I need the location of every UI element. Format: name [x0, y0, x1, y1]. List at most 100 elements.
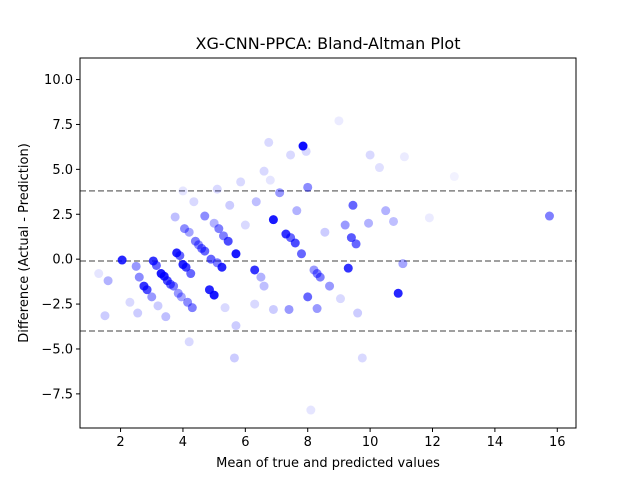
- data-point: [187, 303, 197, 313]
- data-point: [161, 312, 171, 322]
- data-point: [284, 304, 294, 314]
- data-point: [268, 304, 278, 314]
- data-point: [364, 218, 374, 228]
- data-point: [153, 301, 163, 311]
- data-point: [343, 263, 353, 273]
- data-point: [381, 206, 391, 216]
- data-point: [340, 220, 350, 230]
- data-point: [175, 251, 185, 261]
- data-point: [151, 260, 161, 270]
- x-axis-ticks: 2 4 6 8 10 12 14 16: [116, 428, 566, 450]
- data-point: [134, 272, 144, 282]
- data-point: [223, 236, 233, 246]
- data-point: [544, 211, 554, 221]
- data-point: [214, 224, 224, 234]
- data-point: [286, 150, 296, 160]
- data-point: [142, 285, 152, 295]
- data-point: [184, 227, 194, 237]
- data-point: [190, 236, 200, 246]
- data-point: [100, 311, 110, 321]
- data-point: [449, 172, 459, 182]
- x-tick-label: 8: [304, 435, 312, 450]
- data-point: [265, 175, 275, 185]
- data-point: [225, 200, 235, 210]
- data-point: [346, 233, 356, 243]
- y-tick-label: 10.0: [44, 73, 73, 88]
- data-point: [231, 249, 241, 259]
- data-point: [169, 281, 179, 291]
- data-point: [240, 220, 250, 230]
- data-point: [351, 239, 361, 249]
- data-point: [303, 182, 313, 192]
- data-point: [357, 353, 367, 363]
- data-point: [251, 197, 261, 207]
- data-point: [212, 184, 222, 194]
- scatter-points: [94, 116, 554, 415]
- data-point: [133, 308, 143, 318]
- data-point: [374, 163, 384, 173]
- data-point: [176, 292, 186, 302]
- data-point: [220, 303, 230, 313]
- data-point: [290, 238, 300, 248]
- data-point: [393, 288, 403, 298]
- data-point: [298, 141, 308, 151]
- data-point: [94, 269, 104, 279]
- y-tick-label: 7.5: [52, 118, 73, 133]
- data-point: [189, 197, 199, 207]
- data-point: [250, 265, 260, 275]
- y-tick-label: 2.5: [52, 208, 73, 223]
- data-point: [170, 212, 180, 222]
- data-point: [292, 206, 302, 216]
- data-point: [125, 297, 135, 307]
- data-point: [312, 304, 322, 314]
- data-point: [399, 152, 409, 162]
- data-point: [301, 146, 311, 156]
- x-tick-label: 2: [116, 435, 124, 450]
- data-point: [264, 137, 274, 147]
- data-point: [147, 292, 157, 302]
- x-tick-label: 6: [241, 435, 249, 450]
- data-point: [131, 261, 141, 271]
- data-point: [303, 292, 313, 302]
- data-point: [173, 288, 183, 298]
- data-point: [229, 353, 239, 363]
- data-point: [353, 308, 363, 318]
- data-point: [320, 227, 330, 237]
- reference-lines: [80, 190, 576, 332]
- data-point: [250, 299, 260, 309]
- data-point: [325, 281, 335, 291]
- data-point: [186, 269, 196, 279]
- y-axis-ticks: −7.5 −5.0 −2.5 0.0 2.5 5.0 7.5 10.0: [41, 73, 80, 402]
- x-tick-label: 10: [362, 435, 379, 450]
- chart-title: XG-CNN-PPCA: Bland-Altman Plot: [195, 34, 460, 53]
- data-point: [259, 166, 269, 176]
- data-point: [259, 281, 269, 291]
- data-point: [275, 188, 285, 198]
- y-tick-label: 5.0: [52, 163, 73, 178]
- x-tick-label: 16: [549, 435, 566, 450]
- data-point: [268, 215, 278, 225]
- data-point: [256, 272, 266, 282]
- data-point: [334, 116, 344, 126]
- data-point: [178, 186, 188, 196]
- data-point: [365, 150, 375, 160]
- data-point: [184, 337, 194, 347]
- data-point: [424, 213, 434, 223]
- x-tick-label: 12: [424, 435, 441, 450]
- data-point: [181, 262, 191, 272]
- data-point: [306, 405, 316, 415]
- data-point: [117, 255, 127, 265]
- data-point: [217, 262, 227, 272]
- data-point: [180, 224, 189, 234]
- y-tick-label: 0.0: [52, 253, 73, 268]
- x-tick-label: 14: [487, 435, 504, 450]
- data-point: [103, 276, 113, 286]
- y-tick-label: −5.0: [41, 342, 73, 357]
- data-point: [335, 294, 345, 304]
- y-axis-label: Difference (Actual - Prediction): [17, 143, 32, 343]
- data-point: [231, 321, 241, 331]
- data-point: [236, 177, 246, 187]
- data-point: [200, 246, 210, 256]
- data-point: [315, 272, 325, 282]
- x-tick-label: 4: [179, 435, 187, 450]
